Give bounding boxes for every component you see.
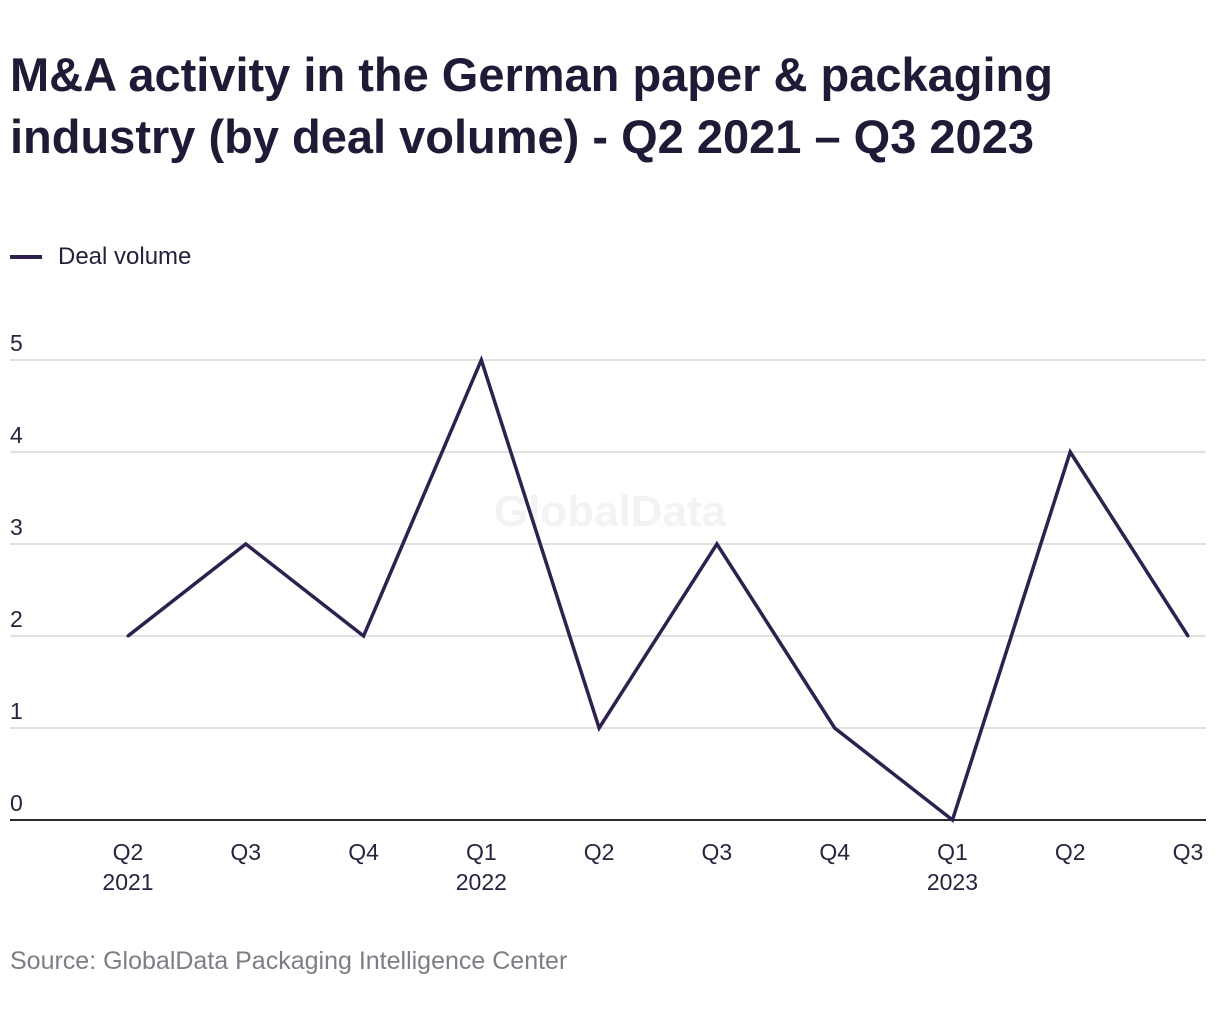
x-tick-year-label: 2021 bbox=[102, 869, 153, 895]
data-point bbox=[126, 634, 130, 638]
data-point bbox=[597, 726, 601, 730]
series-layer bbox=[126, 354, 1190, 823]
y-axis-ticks: 0 1 2 3 4 5 bbox=[10, 330, 23, 816]
y-tick-label: 4 bbox=[10, 422, 23, 448]
y-tick-label: 0 bbox=[10, 790, 23, 816]
x-tick-label: Q4 bbox=[819, 839, 850, 865]
grid-lines bbox=[10, 359, 1206, 729]
x-tick-label: Q4 bbox=[348, 839, 379, 865]
x-tick-label: Q2 bbox=[584, 839, 615, 865]
legend: Deal volume bbox=[10, 242, 191, 272]
x-tick-label: Q2 bbox=[113, 839, 144, 865]
x-tick-label: Q1 bbox=[937, 839, 968, 865]
chart-title: M&A activity in the German paper & packa… bbox=[10, 48, 1053, 163]
data-point bbox=[1068, 450, 1072, 454]
x-tick-label: Q1 bbox=[466, 839, 497, 865]
x-tick-label: Q2 bbox=[1055, 839, 1086, 865]
legend-label: Deal volume bbox=[58, 243, 192, 270]
data-point bbox=[479, 358, 483, 362]
data-point bbox=[950, 818, 954, 822]
series-line-deal-volume bbox=[126, 354, 1190, 823]
x-tick-label: Q3 bbox=[230, 839, 261, 865]
x-axis-ticks: Q2 2021 Q3 Q4 Q1 2022 Q2 Q3 Q4 Q1 2023 Q2 Q3 bbox=[102, 839, 1203, 895]
y-tick-label: 2 bbox=[10, 606, 23, 632]
data-point bbox=[362, 634, 366, 638]
y-tick-label: 3 bbox=[10, 514, 23, 540]
y-tick-label: 5 bbox=[10, 330, 23, 356]
data-point bbox=[244, 542, 248, 546]
data-point bbox=[1186, 634, 1190, 638]
x-tick-year-label: 2022 bbox=[456, 869, 507, 895]
x-tick-label: Q3 bbox=[1173, 839, 1204, 865]
watermark-text: GlobalData bbox=[494, 487, 727, 536]
legend-swatch bbox=[10, 255, 42, 259]
data-point bbox=[833, 726, 837, 730]
x-tick-year-label: 2023 bbox=[927, 869, 978, 895]
source-note: Source: GlobalData Packaging Intelligenc… bbox=[10, 947, 568, 975]
x-tick-label: Q3 bbox=[702, 839, 733, 865]
y-tick-label: 1 bbox=[10, 698, 23, 724]
line-chart: GlobalData 0 1 2 3 4 5 Q2 2021 Q3 Q4 Q1 2022 Q2 Q3 Q4… bbox=[10, 330, 1206, 895]
data-point bbox=[715, 542, 719, 546]
